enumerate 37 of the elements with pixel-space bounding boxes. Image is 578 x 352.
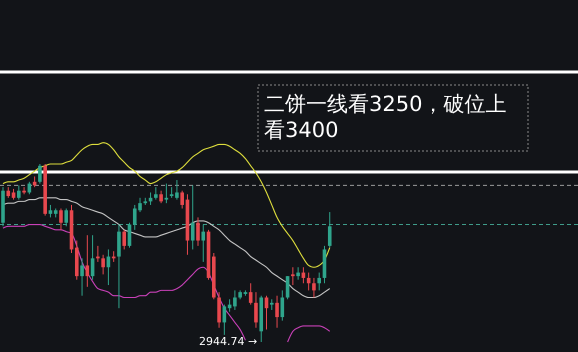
candlestick — [17, 184, 21, 200]
candlestick — [101, 254, 105, 275]
candlestick — [148, 192, 152, 206]
candlestick — [96, 245, 100, 262]
candlestick — [38, 164, 42, 184]
candlestick — [154, 186, 158, 200]
candlestick — [59, 208, 63, 230]
candlestick — [280, 290, 284, 322]
candlestick — [90, 234, 94, 280]
candlestick — [222, 304, 226, 336]
candlestick — [48, 204, 52, 218]
candlestick — [159, 190, 163, 204]
candlestick — [64, 208, 68, 227]
candlestick — [201, 224, 206, 262]
candlestick — [328, 212, 332, 248]
text: 二饼一线看3250，破位上看3400 — [264, 92, 506, 142]
candlestick — [312, 277, 316, 298]
candlestick — [80, 258, 84, 296]
candlestick — [86, 234, 90, 288]
candlestick — [254, 292, 258, 328]
candlestick — [248, 282, 252, 306]
candlestick — [190, 184, 195, 250]
candlestick — [32, 176, 36, 188]
candlestick — [306, 272, 310, 291]
candlestick — [302, 266, 306, 284]
candlestick — [196, 216, 200, 246]
candlestick — [106, 248, 110, 286]
candlestick — [28, 181, 32, 195]
candlestick — [112, 250, 116, 262]
candlestick — [275, 295, 279, 328]
candlestick — [264, 295, 268, 330]
candlestick — [317, 272, 321, 291]
candlestick — [296, 266, 300, 280]
annotation: 2944.74 → — [199, 335, 258, 348]
candlestick — [286, 276, 290, 300]
candlestick — [122, 229, 126, 250]
candlestick — [128, 222, 132, 248]
